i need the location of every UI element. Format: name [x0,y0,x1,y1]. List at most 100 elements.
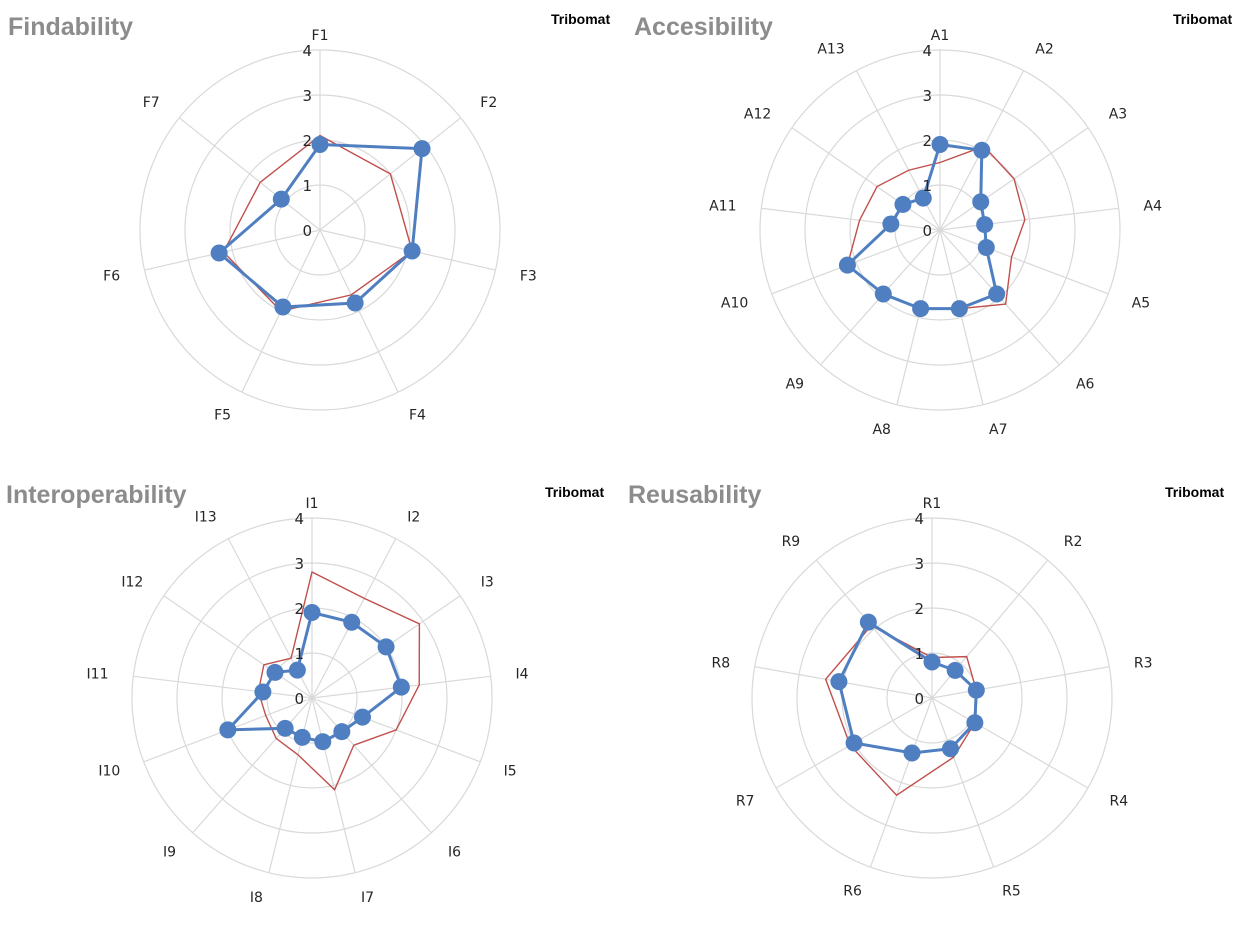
data-point [859,613,877,631]
grid-spoke [178,117,321,231]
category-label: A5 [1132,296,1150,312]
category-label: I5 [504,764,517,780]
data-point [972,193,990,211]
legend-label: Tribomat [1165,484,1224,500]
category-label: R9 [782,534,801,550]
data-point [392,678,410,696]
data-point [941,740,959,758]
tick-label: 4 [302,42,312,60]
grid-spoke [144,229,321,271]
category-label: F5 [214,408,231,424]
tick-label: 2 [922,132,932,150]
grid-spoke [791,127,941,231]
data-point [903,744,921,762]
tick-label: 4 [922,42,932,60]
category-label: I10 [98,764,120,780]
category-label: F1 [312,28,329,44]
category-label: A2 [1035,41,1053,57]
category-label: R7 [736,794,755,810]
series-line-reference [824,624,978,797]
tick-label: 3 [914,555,924,573]
category-label: A8 [872,422,890,438]
data-point [353,708,371,726]
data-point [293,728,311,746]
category-label: I8 [250,890,263,906]
series-line-reference [222,134,413,312]
category-label: R3 [1134,655,1153,671]
grid-spoke [931,697,995,868]
category-label: I2 [407,509,420,525]
data-point [210,244,228,262]
data-point [343,613,361,631]
grid-spoke [939,229,984,405]
data-point [413,140,431,158]
chart-title: Accesibility [634,13,773,41]
category-label: A13 [817,41,844,57]
tick-label: 3 [922,87,932,105]
data-point [912,300,930,318]
grid-spoke [869,697,933,868]
tick-label: 0 [302,222,312,240]
category-label: A3 [1109,107,1127,123]
data-point [276,719,294,737]
category-label: A12 [744,107,771,123]
tick-label: 2 [302,132,312,150]
tick-label: 0 [922,222,932,240]
tick-label: 0 [914,690,924,708]
data-point [830,673,848,691]
grid-spoke [939,207,1119,231]
radar-chart-findability: 0 1 2 3 4F1 F2 F3 F4 F5 F6 F7 Findability Tribomat [8,11,610,424]
tick-label: 4 [914,510,924,528]
category-label: I11 [87,666,109,682]
legend-label: Tribomat [545,484,604,500]
category-label: I9 [163,844,176,860]
chart-title: Findability [8,13,133,41]
category-label: A10 [721,296,748,312]
data-point [946,661,964,679]
tick-label: 0 [294,690,304,708]
series-line-reference [257,570,421,791]
data-point [845,734,863,752]
data-point [219,721,237,739]
category-label: A9 [786,376,804,392]
tick-label: 1 [914,645,924,663]
grid-spoke [319,229,399,393]
category-label: R4 [1110,794,1129,810]
category-label: I6 [448,844,461,860]
data-point [973,141,991,159]
data-point [894,195,912,213]
grid-spoke [896,229,941,405]
category-label: R8 [711,655,730,671]
tick-label: 4 [294,510,304,528]
radar-chart-reusability: 0 1 2 3 4R1 R2 R3 R4 R5 R6 R7 R8 R9 Reusability Tribom… [628,481,1224,900]
data-point [966,714,984,732]
category-label: A7 [989,422,1007,438]
data-point [923,653,941,671]
category-label: F2 [480,95,497,111]
data-point [914,189,932,207]
grid-spoke [815,559,933,699]
data-point [272,190,290,208]
grid-spoke [931,666,1110,699]
data-point [988,285,1006,303]
data-point [254,683,272,701]
radar-chart-interoperability: 0 1 2 3 4I1 I2 I3 I4 I5 I6 I7 I8 I9 I10 I11 I12 I13 Inter… [6,481,604,906]
legend-label: Tribomat [551,11,610,27]
category-label: I3 [481,575,494,591]
grid-spoke [163,595,313,699]
grid-spoke [761,207,941,231]
category-label: R5 [1002,884,1021,900]
tick-label: 2 [294,600,304,618]
category-label: I7 [361,890,374,906]
data-point [874,285,892,303]
chart-title: Interoperability [6,481,187,509]
data-point [266,663,284,681]
category-label: A6 [1076,376,1095,392]
grid-spoke [133,675,313,699]
category-label: A11 [709,198,736,214]
category-label: F7 [143,95,160,111]
data-point [976,216,994,234]
tick-label: 3 [302,87,312,105]
data-point [311,136,329,153]
category-label: A4 [1144,198,1163,214]
